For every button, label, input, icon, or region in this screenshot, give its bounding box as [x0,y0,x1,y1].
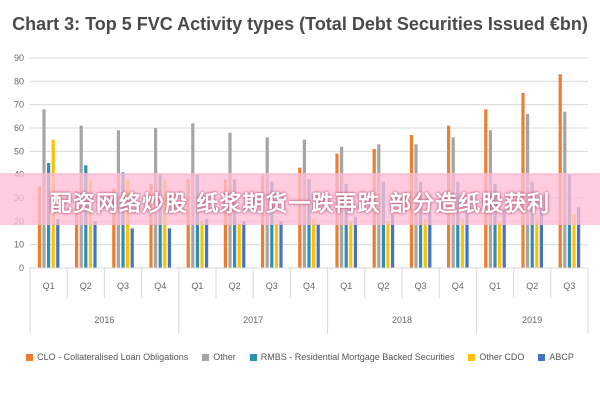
bar [205,219,209,268]
overlay-banner-background [0,173,600,225]
bar [56,219,60,268]
group-label: 2016 [94,315,114,325]
x-tick-label: Q3 [415,281,427,291]
overlay-banner-text: 配资网络炒股 纸浆期货一跌再跌 部分造纸股获利 [49,192,551,217]
legend-item: RMBS - Residential Mortgage Backed Secur… [249,352,455,362]
legend-swatch [26,353,34,361]
x-tick-label: Q2 [229,281,241,291]
legend-label: CLO - Collateralised Loan Obligations [37,352,189,362]
x-tick-label: Q3 [563,281,575,291]
bar [242,221,246,268]
bar [502,209,506,268]
x-tick-label: Q1 [43,281,55,291]
y-tick-label: 10 [14,240,24,250]
group-label: 2017 [243,315,263,325]
bar [274,223,278,268]
bar [558,74,562,268]
legend-swatch [468,353,476,361]
bar [535,216,539,268]
y-tick-label: 80 [14,76,24,86]
bar [237,223,241,268]
group-label: 2019 [522,315,542,325]
legend-item: Other [202,352,236,362]
y-tick-label: 90 [14,53,24,63]
legend-label: Other CDO [479,352,525,362]
chart-title: Chart 3: Top 5 FVC Activity types (Total… [12,14,588,34]
bar [498,221,502,268]
x-tick-label: Q4 [303,281,315,291]
x-tick-label: Q3 [266,281,278,291]
legend-swatch [249,353,257,361]
x-tick-label: Q3 [117,281,129,291]
y-tick-label: 70 [14,100,24,110]
legend-label: ABCP [549,352,574,362]
bar [428,212,432,268]
x-tick-label: Q2 [526,281,538,291]
legend-label: Other [213,352,236,362]
chart-legend: CLO - Collateralised Loan Obligations Oth… [0,352,600,362]
bar [465,212,469,268]
bar [577,207,581,268]
x-tick-label: Q4 [154,281,166,291]
legend-item: ABCP [538,352,574,362]
bar [200,221,204,268]
y-tick-label: 60 [14,123,24,133]
bar [386,221,390,268]
x-tick-label: Q1 [340,281,352,291]
legend-label: RMBS - Residential Mortgage Backed Secur… [260,352,455,362]
legend-swatch [538,353,546,361]
bar [93,221,97,268]
bar [75,191,79,268]
bar [539,207,543,268]
bar [149,184,153,268]
y-tick-label: 0 [19,263,24,273]
x-tick-label: Q2 [377,281,389,291]
bar [572,214,576,268]
bar [460,219,464,268]
bar [112,188,116,268]
x-tick-label: Q1 [191,281,203,291]
bar [130,228,134,268]
bar [353,216,357,268]
bar [316,223,320,268]
legend-item: Other CDO [468,352,524,362]
bar [37,186,41,268]
bar [312,219,316,268]
bar [167,228,171,268]
bar [349,221,353,268]
legend-swatch [202,353,210,361]
x-tick-label: Q4 [452,281,464,291]
legend-item: CLO - Collateralised Loan Obligations [26,352,188,362]
y-tick-label: 50 [14,146,24,156]
bar [344,184,348,268]
bar [493,184,497,268]
group-label: 2018 [392,315,412,325]
bar [279,221,283,268]
x-tick-label: Q1 [489,281,501,291]
x-tick-label: Q2 [80,281,92,291]
bar [423,219,427,268]
bar [391,214,395,268]
